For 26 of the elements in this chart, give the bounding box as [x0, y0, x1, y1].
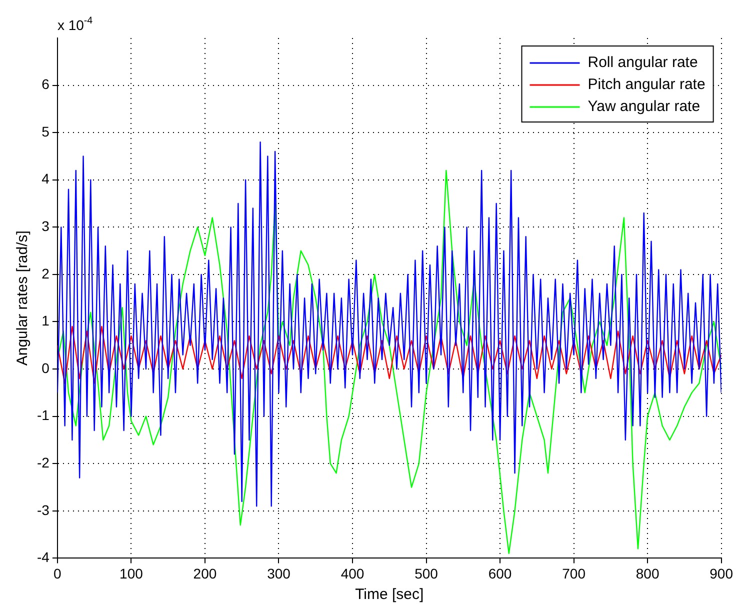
legend-label: Pitch angular rate [588, 76, 706, 94]
x-tick-label: 800 [636, 565, 660, 582]
x-tick-label: 500 [414, 565, 438, 582]
y-tick-label: -3 [36, 502, 50, 518]
x-tick-label: 900 [710, 565, 734, 582]
x-tick-label: 200 [193, 565, 217, 582]
y-tick-label: 4 [42, 170, 50, 187]
x-tick-label: 100 [120, 565, 144, 582]
legend-label: Roll angular rate [588, 54, 698, 72]
y-axis-title: Angular rates [rad/s] [14, 230, 32, 366]
y-tick-label: -2 [36, 454, 50, 470]
x-tick-label: 0 [54, 565, 62, 582]
y-tick-label: 2 [42, 265, 50, 282]
x-tick-label: 700 [562, 565, 586, 582]
legend-label: Yaw angular rate [588, 98, 700, 116]
x-tick-label: 400 [340, 565, 364, 582]
y-tick-label: 5 [42, 123, 50, 140]
y-tick-label: -4 [36, 549, 50, 566]
y-tick-label: 0 [42, 360, 50, 376]
x-tick-label: 300 [267, 565, 291, 582]
x-tick-label: 600 [488, 565, 512, 582]
x-axis-title: Time [sec] [355, 586, 424, 604]
y-tick-label: -1 [36, 407, 50, 424]
y-tick-label: 3 [42, 218, 50, 234]
y-tick-label: 1 [42, 312, 50, 329]
y-tick-label: 6 [42, 76, 50, 92]
